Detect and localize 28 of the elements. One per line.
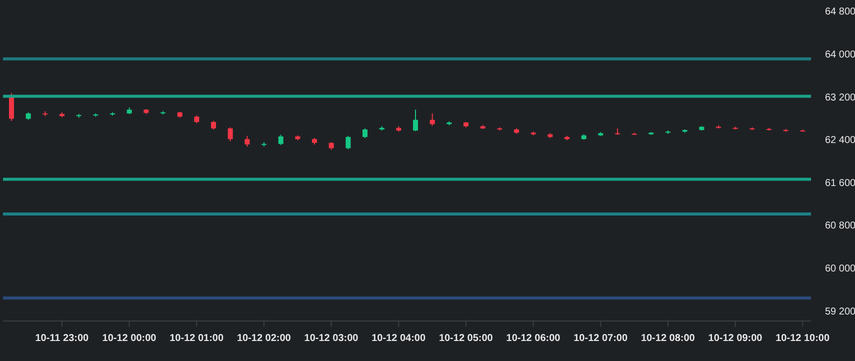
candlestick	[413, 109, 418, 132]
x-tick-label: 10-12 08:00	[640, 333, 696, 344]
candlestick	[362, 128, 368, 139]
y-tick-label: 60 800	[825, 220, 855, 232]
x-tick-label: 10-12 02:00	[236, 333, 292, 344]
x-tick-label: 10-12 06:00	[506, 333, 561, 344]
x-tick-label: 10-12 00:00	[102, 333, 157, 344]
candlestick	[228, 126, 233, 142]
candlestick	[346, 135, 351, 150]
x-tick-label: 10-12 01:00	[170, 333, 224, 344]
y-tick-label: 64 800	[825, 6, 855, 18]
candlestick	[278, 134, 284, 146]
y-tick-label: 63 200	[825, 92, 855, 104]
y-tick-label: 59 200	[825, 306, 855, 318]
y-tick-label: 64 000	[825, 50, 855, 60]
candlestick	[9, 92, 14, 122]
x-tick-label: 10-12 09:00	[708, 333, 763, 344]
x-tick-label: 10-11 23:00	[35, 333, 90, 344]
x-tick-label: 10-12 04:00	[372, 333, 426, 344]
x-tick-label: 10-12 10:00	[776, 333, 830, 344]
candlestick	[244, 135, 250, 148]
y-tick-label: 62 400	[825, 135, 855, 146]
x-tick-label: 10-12 03:00	[304, 333, 359, 344]
x-tick-label: 10-12 05:00	[438, 333, 494, 344]
y-tick-label: 60 000	[825, 264, 855, 274]
candlestick	[430, 112, 435, 126]
y-tick-label: 61 600	[825, 178, 855, 189]
x-tick-label: 10-12 07:00	[574, 333, 628, 344]
